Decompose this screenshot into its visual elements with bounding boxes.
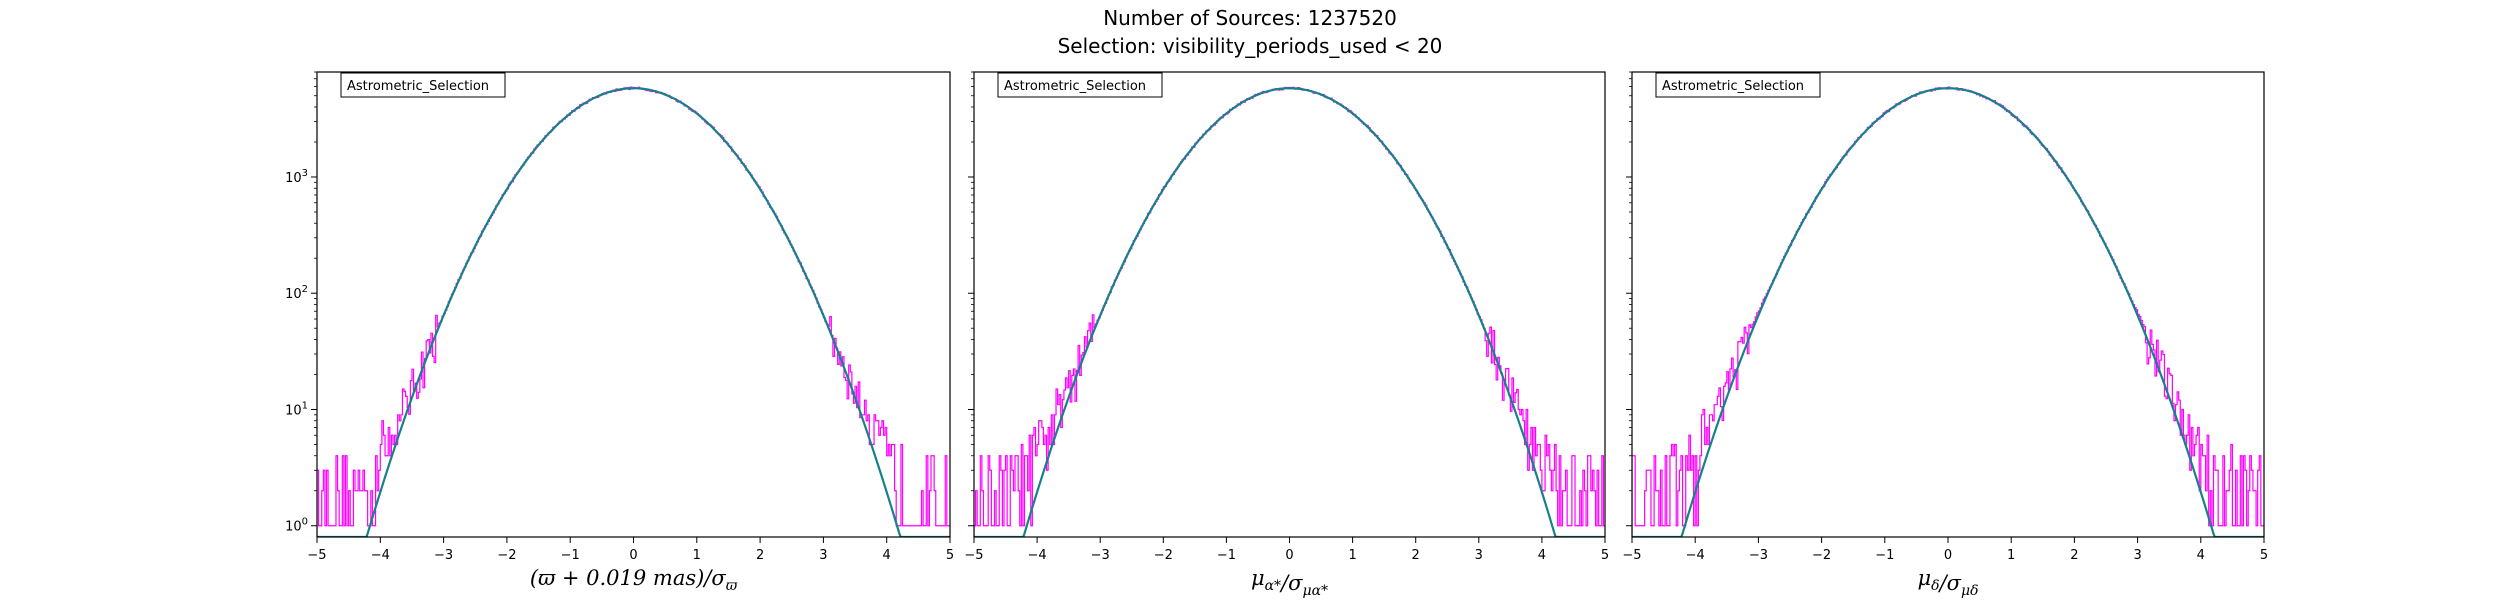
x-tick-label: 1 — [693, 548, 701, 563]
panel-pmra: −5 −4 −3 −2 −1 0 1 2 3 4 5 Astrometric_Selection μα*… — [964, 71, 1609, 599]
x-tick-label: 1 — [1348, 548, 1356, 563]
x-tick-label: 2 — [1412, 548, 1420, 563]
gaussian-fit-line — [974, 87, 1605, 537]
axes-frame — [316, 71, 951, 538]
legend-label: Astrometric_Selection — [1004, 79, 1146, 94]
x-tick-label: −3 — [434, 548, 453, 563]
plot-area — [317, 86, 950, 537]
x-tick-label: −1 — [1217, 548, 1236, 563]
x-tick-label: 3 — [1475, 548, 1483, 563]
x-tick-label: 5 — [2260, 548, 2268, 563]
figure-subtitle: Selection: visibility_periods_used < 20 — [1057, 34, 1443, 58]
x-axis-label: μα*/σμα* — [1251, 566, 1328, 599]
panel-pmdec: −5 −4 −3 −2 −1 0 1 2 3 4 5 Astrometric_Selection μδ/… — [1622, 71, 2268, 599]
x-tick-label: −4 — [1686, 548, 1705, 563]
figure-title: Number of Sources: 1237520 — [1103, 6, 1397, 30]
plot-area — [974, 86, 1605, 537]
x-tick-label: −3 — [1749, 548, 1768, 563]
histogram-series — [974, 86, 1605, 537]
axes-frame — [1631, 71, 2265, 538]
x-tick-label: −5 — [307, 548, 326, 563]
gaussian-fit-line — [1632, 87, 2264, 537]
legend-label: Astrometric_Selection — [347, 79, 489, 94]
legend-label: Astrometric_Selection — [1662, 79, 1804, 94]
x-tick-label: 0 — [1285, 548, 1293, 563]
axes-frame — [973, 71, 1606, 538]
x-tick-label: 0 — [629, 548, 637, 563]
x-tick-label: −5 — [1622, 548, 1641, 563]
y-tick-label: 102 — [285, 284, 308, 302]
y-tick-label: 101 — [285, 400, 308, 418]
x-tick-label: 4 — [2197, 548, 2205, 563]
legend-box — [340, 72, 506, 98]
x-axis-label: μδ/σμδ — [1917, 566, 1978, 599]
x-tick-label: 5 — [1601, 548, 1609, 563]
x-tick-label: 2 — [756, 548, 764, 563]
gaussian-fit-line — [317, 87, 950, 537]
legend-box — [1655, 72, 1821, 98]
x-tick-label: −4 — [1028, 548, 1047, 563]
x-tick-label: −2 — [1812, 548, 1831, 563]
x-tick-label: −2 — [497, 548, 516, 563]
y-tick-label: 100 — [285, 517, 308, 535]
x-tick-label: 2 — [2070, 548, 2078, 563]
x-tick-label: −5 — [964, 548, 983, 563]
x-tick-label: 3 — [819, 548, 827, 563]
x-tick-label: −3 — [1091, 548, 1110, 563]
x-tick-label: −1 — [561, 548, 580, 563]
histogram-series — [1632, 86, 2264, 537]
histogram-series — [317, 86, 950, 537]
x-tick-label: 1 — [2007, 548, 2015, 563]
x-tick-label: 5 — [946, 548, 954, 563]
y-tick-label: 103 — [285, 168, 308, 186]
plot-area — [1632, 86, 2264, 537]
legend-box — [997, 72, 1163, 98]
x-tick-label: 4 — [883, 548, 891, 563]
panel-parallax: −5 −4 −3 −2 −1 0 1 2 3 4 5 100 101 102 103 Astrometric_… — [285, 71, 954, 594]
x-tick-label: −1 — [1875, 548, 1894, 563]
x-tick-label: 0 — [1944, 548, 1952, 563]
x-axis-label: (ϖ + 0.019 mas)/σϖ — [530, 566, 738, 594]
x-tick-label: −2 — [1154, 548, 1173, 563]
x-tick-label: 3 — [2133, 548, 2141, 563]
x-tick-label: 4 — [1538, 548, 1546, 563]
x-tick-label: −4 — [371, 548, 390, 563]
